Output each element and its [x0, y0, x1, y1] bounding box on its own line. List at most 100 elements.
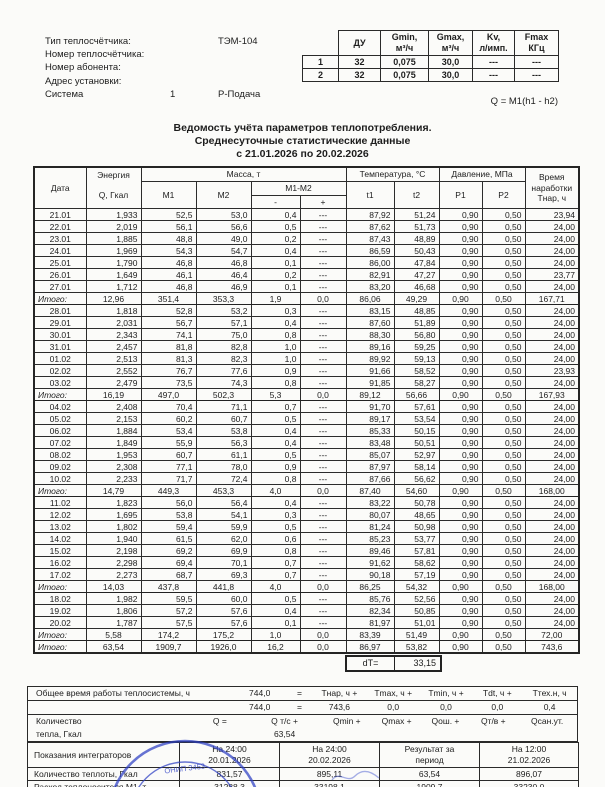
- cell: 0,4: [250, 244, 301, 257]
- worktime-values-row: 744,0 = 743,6 0,0 0,0 0,0 0,4: [28, 701, 577, 715]
- total-row: Итого: 12,96 351,4 353,3 1,9 0,0 86,06 49,29 0,9…: [33, 292, 580, 305]
- cell: ---: [299, 556, 347, 569]
- meta-field: Адрес установки:: [45, 75, 258, 88]
- cell: 1,884: [85, 424, 142, 437]
- cell: ---: [299, 220, 347, 233]
- cell: 56,62: [393, 472, 440, 485]
- cell: 0,90: [438, 640, 483, 654]
- cell: 70,4: [140, 400, 197, 413]
- integrators-value: 31288,3: [179, 780, 280, 787]
- cell: 0,50: [481, 388, 526, 401]
- cell: 69,3: [195, 568, 252, 581]
- cell: 14,03: [85, 580, 142, 593]
- device-col-header: Gmin, м³/ч: [380, 30, 429, 56]
- cell: 0,50: [481, 472, 526, 485]
- heat-formula-row: Количество Q = Q т/с + Qmin + Qmax + Qош. + Qт…: [28, 715, 577, 728]
- cell: 16.02: [33, 556, 87, 569]
- col-p1: P1: [438, 181, 483, 209]
- cell: 174,2: [140, 628, 197, 641]
- cell: 351,4: [140, 292, 197, 305]
- cell: 54,60: [393, 484, 440, 497]
- cell: 0,50: [481, 520, 526, 533]
- cell: 57,6: [195, 604, 252, 617]
- integrators-value: 33230,0: [479, 780, 579, 787]
- cell: 82,8: [195, 340, 252, 353]
- cell: ---: [299, 568, 347, 581]
- system-line: Система 1 Р-Подача: [45, 89, 260, 100]
- cell: 46,1: [140, 268, 197, 281]
- cell: 23.01: [33, 232, 87, 245]
- cell: 0,3: [250, 304, 301, 317]
- cell: 0,1: [250, 280, 301, 293]
- ht2-cell: тепла, Гкал: [36, 729, 82, 739]
- cell: 57,19: [393, 568, 440, 581]
- cell: 0,8: [250, 544, 301, 557]
- cell: 0,90: [438, 448, 483, 461]
- cell: 167,71: [524, 292, 580, 305]
- device-parameters-table: ДУ Gmin, м³/ч Gmax, м³/ч Kv, л/имп. Fmax КГц 1 32…: [302, 30, 559, 82]
- cell: Итого:: [33, 484, 87, 497]
- cell: 0,90: [438, 532, 483, 545]
- cell: 24,00: [524, 316, 580, 329]
- cell: 0,50: [481, 616, 526, 629]
- cell: ---: [299, 544, 347, 557]
- cell: 87,66: [345, 472, 395, 485]
- wt1-cell: 744,0: [249, 688, 271, 698]
- cell: 74,1: [140, 328, 197, 341]
- cell: 48,89: [393, 232, 440, 245]
- cell: 50,98: [393, 520, 440, 533]
- device-col-line1: Kv,: [486, 32, 501, 42]
- cell: 1,0: [250, 340, 301, 353]
- cell: 1,953: [85, 448, 142, 461]
- cell: 51,73: [393, 220, 440, 233]
- col-m2: М2: [195, 181, 252, 209]
- integrators-row: Расход теплоносителя М1, т 31288,3 33198,1…: [27, 780, 579, 787]
- cell: 91,70: [345, 400, 395, 413]
- device-col-line2: КГц: [528, 43, 545, 53]
- cell: 87,62: [345, 220, 395, 233]
- cell: 59,5: [140, 592, 197, 605]
- cell: 87,43: [345, 232, 395, 245]
- meta-field: Номер теплосчётчика:: [45, 48, 258, 61]
- cell: 0,50: [481, 328, 526, 341]
- wt1-cell: Tmin, ч +: [428, 688, 464, 698]
- cell: 0,5: [250, 412, 301, 425]
- device-cell: ---: [472, 55, 515, 69]
- cell: 5,58: [85, 628, 142, 641]
- cell: 24,00: [524, 532, 580, 545]
- cell: 56,0: [140, 496, 197, 509]
- cell: 24,00: [524, 340, 580, 353]
- cell: 04.02: [33, 400, 87, 413]
- cell: 91,66: [345, 364, 395, 377]
- cell: 0,2: [250, 268, 301, 281]
- cell: 19.02: [33, 604, 87, 617]
- cell: 0,4: [250, 208, 301, 221]
- cell: ---: [299, 616, 347, 629]
- cell: 69,9: [195, 544, 252, 557]
- cell: 0,90: [438, 280, 483, 293]
- day-row: 14.02 1,940 61,5 62,0 0,6 --- 85,23 53,77 0,90 0,…: [33, 532, 580, 545]
- day-row: 27.01 1,712 46,8 46,9 0,1 --- 83,20 46,68 0,90 0,…: [33, 280, 580, 293]
- cell: 0,0: [299, 640, 347, 654]
- cell: 26.01: [33, 268, 87, 281]
- cell: 53,82: [393, 640, 440, 654]
- integrators-table: Показания интеграторов На 24:00 20.01.202…: [27, 742, 579, 787]
- cell: 0,50: [481, 232, 526, 245]
- cell: 60,7: [195, 412, 252, 425]
- cell: 62,0: [195, 532, 252, 545]
- integrators-col-line1: На 12:00: [511, 744, 547, 754]
- cell: 56,4: [195, 496, 252, 509]
- cell: 24.01: [33, 244, 87, 257]
- device-cell: 32: [338, 55, 381, 69]
- cell: 1,818: [85, 304, 142, 317]
- cell: 453,3: [195, 484, 252, 497]
- cell: 87,97: [345, 460, 395, 473]
- cell: ---: [299, 244, 347, 257]
- total-row: Итого: 63,54 1909,7 1926,0 16,2 0,0 86,97 53,82…: [33, 640, 580, 654]
- cell: 0,50: [481, 268, 526, 281]
- cell: 0,50: [481, 628, 526, 641]
- cell: Итого:: [33, 292, 87, 305]
- cell: 60,7: [140, 448, 197, 461]
- cell: 21.01: [33, 208, 87, 221]
- col-m1m2: М1-М2: [250, 181, 347, 196]
